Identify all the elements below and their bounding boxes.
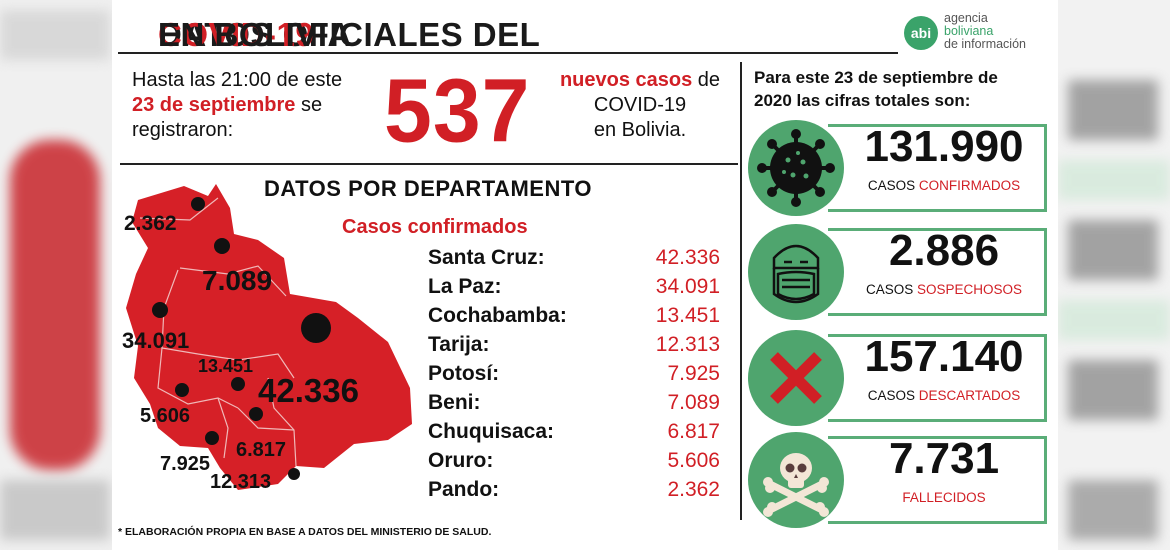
dept-value: 7.089 — [667, 391, 720, 414]
map-label-la-paz: 34.091 — [122, 328, 189, 353]
footer-note: * ELABORACIÓN PROPIA EN BASE A DATOS DEL… — [118, 526, 492, 538]
new-cases-label-de: de — [692, 69, 721, 91]
dept-value: 7.925 — [667, 362, 720, 385]
mask-icon — [748, 224, 844, 320]
stat-suspected: 2.886 CASOS SOSPECHOSOS — [748, 224, 1054, 320]
dept-value: 12.313 — [655, 333, 720, 356]
abi-logo: abi agencia boliviana de información — [904, 10, 1054, 56]
stat-box — [828, 436, 1047, 524]
totals-heading-line-1: Para este 23 de septiembre de — [754, 68, 998, 87]
list-item: Cochabamba: 13.451 — [428, 302, 720, 331]
dept-name: Chuquisaca: — [428, 420, 555, 443]
bolivia-map-shape — [126, 184, 412, 490]
dept-name: Beni: — [428, 391, 481, 414]
stat-label: CASOS CONFIRMADOS — [844, 178, 1044, 193]
stat-box — [828, 334, 1047, 422]
intro-suffix: se — [295, 94, 323, 116]
stat-confirmed: 131.990 CASOS CONFIRMADOS — [748, 120, 1054, 216]
stat-deaths: 7.731 FALLECIDOS — [748, 432, 1054, 528]
list-item: Santa Cruz: 42.336 — [428, 244, 720, 273]
map-label-cochabamba: 13.451 — [198, 356, 253, 376]
departments-subtitle: Casos confirmados — [342, 216, 528, 238]
map-label-beni: 7.089 — [202, 265, 272, 296]
stat-label-red: FALLECIDOS — [902, 490, 986, 505]
abi-line-2: boliviana — [944, 24, 994, 38]
departments-title: DATOS POR DEPARTAMENTO — [264, 176, 592, 201]
new-cases-number: 537 — [384, 60, 531, 162]
stat-label-red: DESCARTADOS — [918, 388, 1021, 403]
dept-value: 34.091 — [655, 275, 720, 298]
map-label-tarija: 12.313 — [210, 471, 271, 493]
horizontal-divider — [120, 163, 738, 165]
map-label-oruro: 5.606 — [140, 405, 190, 427]
departments-list: Santa Cruz: 42.336 La Paz: 34.091 Cochabam… — [428, 244, 720, 505]
dept-value: 13.451 — [655, 304, 720, 327]
dept-name: Tarija: — [428, 333, 490, 356]
stat-box — [828, 124, 1047, 212]
new-cases-label: nuevos casos de COVID-19 en Bolivia. — [550, 68, 730, 143]
new-cases-line-2: COVID-19 — [593, 94, 687, 116]
x-mark-icon — [748, 330, 844, 426]
totals-heading-line-2: 2020 las cifras totales son: — [754, 91, 971, 110]
dept-value: 2.362 — [667, 478, 720, 501]
new-cases-label-red: nuevos casos — [559, 69, 693, 91]
stat-label-red: CONFIRMADOS — [918, 178, 1021, 193]
stat-discarded: 157.140 CASOS DESCARTADOS — [748, 330, 1054, 426]
stat-label-prefix: CASOS — [867, 388, 919, 403]
title-highlight: COVID-19 — [158, 16, 315, 53]
list-item: Chuquisaca: 6.817 — [428, 418, 720, 447]
intro-date: 23 de septiembre — [132, 94, 296, 116]
stat-value: 7.731 — [888, 434, 1000, 483]
dept-value: 42.336 — [655, 246, 720, 269]
stat-label: CASOS SOSPECHOSOS — [844, 282, 1044, 297]
dept-name: Santa Cruz: — [428, 246, 545, 269]
stat-value: 157.140 — [864, 332, 1024, 381]
stat-label: CASOS DESCARTADOS — [844, 388, 1044, 403]
title-text-end: EN BOLIVIA — [158, 16, 352, 53]
intro-line-1: Hasta las 21:00 de este — [132, 69, 343, 91]
infographic-card: DATOS OFICIALES DEL COVID-19 EN BOLIVIA … — [112, 0, 1058, 550]
map-label-pando: 2.362 — [124, 212, 177, 235]
page-title: DATOS OFICIALES DEL COVID-19 EN BOLIVIA — [118, 8, 898, 54]
stat-label: FALLECIDOS — [844, 490, 1044, 505]
stat-value: 2.886 — [888, 226, 1000, 275]
map-label-chuquisaca: 6.817 — [236, 439, 286, 461]
virus-icon — [748, 120, 844, 216]
abi-logo-icon: abi — [904, 16, 938, 50]
stat-label-prefix: CASOS — [867, 178, 919, 193]
abi-line-1: agencia — [944, 11, 988, 25]
dept-name: Potosí: — [428, 362, 500, 385]
dept-name: Cochabamba: — [428, 304, 567, 327]
title-text: DATOS OFICIALES DEL — [158, 16, 541, 53]
bolivia-map: 2.362 7.089 34.091 13.451 42.336 5.606 6… — [118, 178, 418, 496]
list-item: Potosí: 7.925 — [428, 360, 720, 389]
stat-value: 131.990 — [864, 122, 1024, 171]
dept-name: Pando: — [428, 478, 500, 501]
map-label-santa-cruz: 42.336 — [258, 372, 359, 409]
abi-line-3: de información — [944, 37, 1026, 51]
skull-icon — [748, 432, 844, 528]
list-item: Beni: 7.089 — [428, 389, 720, 418]
dept-name: Oruro: — [428, 449, 494, 472]
dept-value: 5.606 — [667, 449, 720, 472]
stat-label-red: SOSPECHOSOS — [916, 282, 1023, 297]
list-item: La Paz: 34.091 — [428, 273, 720, 302]
stat-box — [828, 228, 1047, 316]
list-item: Oruro: 5.606 — [428, 447, 720, 476]
right-background-blur — [1058, 0, 1170, 550]
intro-text: Hasta las 21:00 de este 23 de septiembre… — [132, 68, 342, 143]
left-background-blur — [0, 0, 112, 550]
list-item: Pando: 2.362 — [428, 476, 720, 505]
intro-line-3: registraron: — [132, 119, 234, 141]
vertical-divider — [740, 62, 742, 520]
abi-logo-text: agencia boliviana de información — [944, 12, 1026, 51]
dept-value: 6.817 — [667, 420, 720, 443]
totals-heading: Para este 23 de septiembre de 2020 las c… — [754, 66, 1050, 112]
dept-name: La Paz: — [428, 275, 502, 298]
stat-label-prefix: CASOS — [865, 282, 917, 297]
list-item: Tarija: 12.313 — [428, 331, 720, 360]
map-label-potosi: 7.925 — [160, 453, 210, 475]
new-cases-line-3: en Bolivia. — [593, 119, 687, 141]
